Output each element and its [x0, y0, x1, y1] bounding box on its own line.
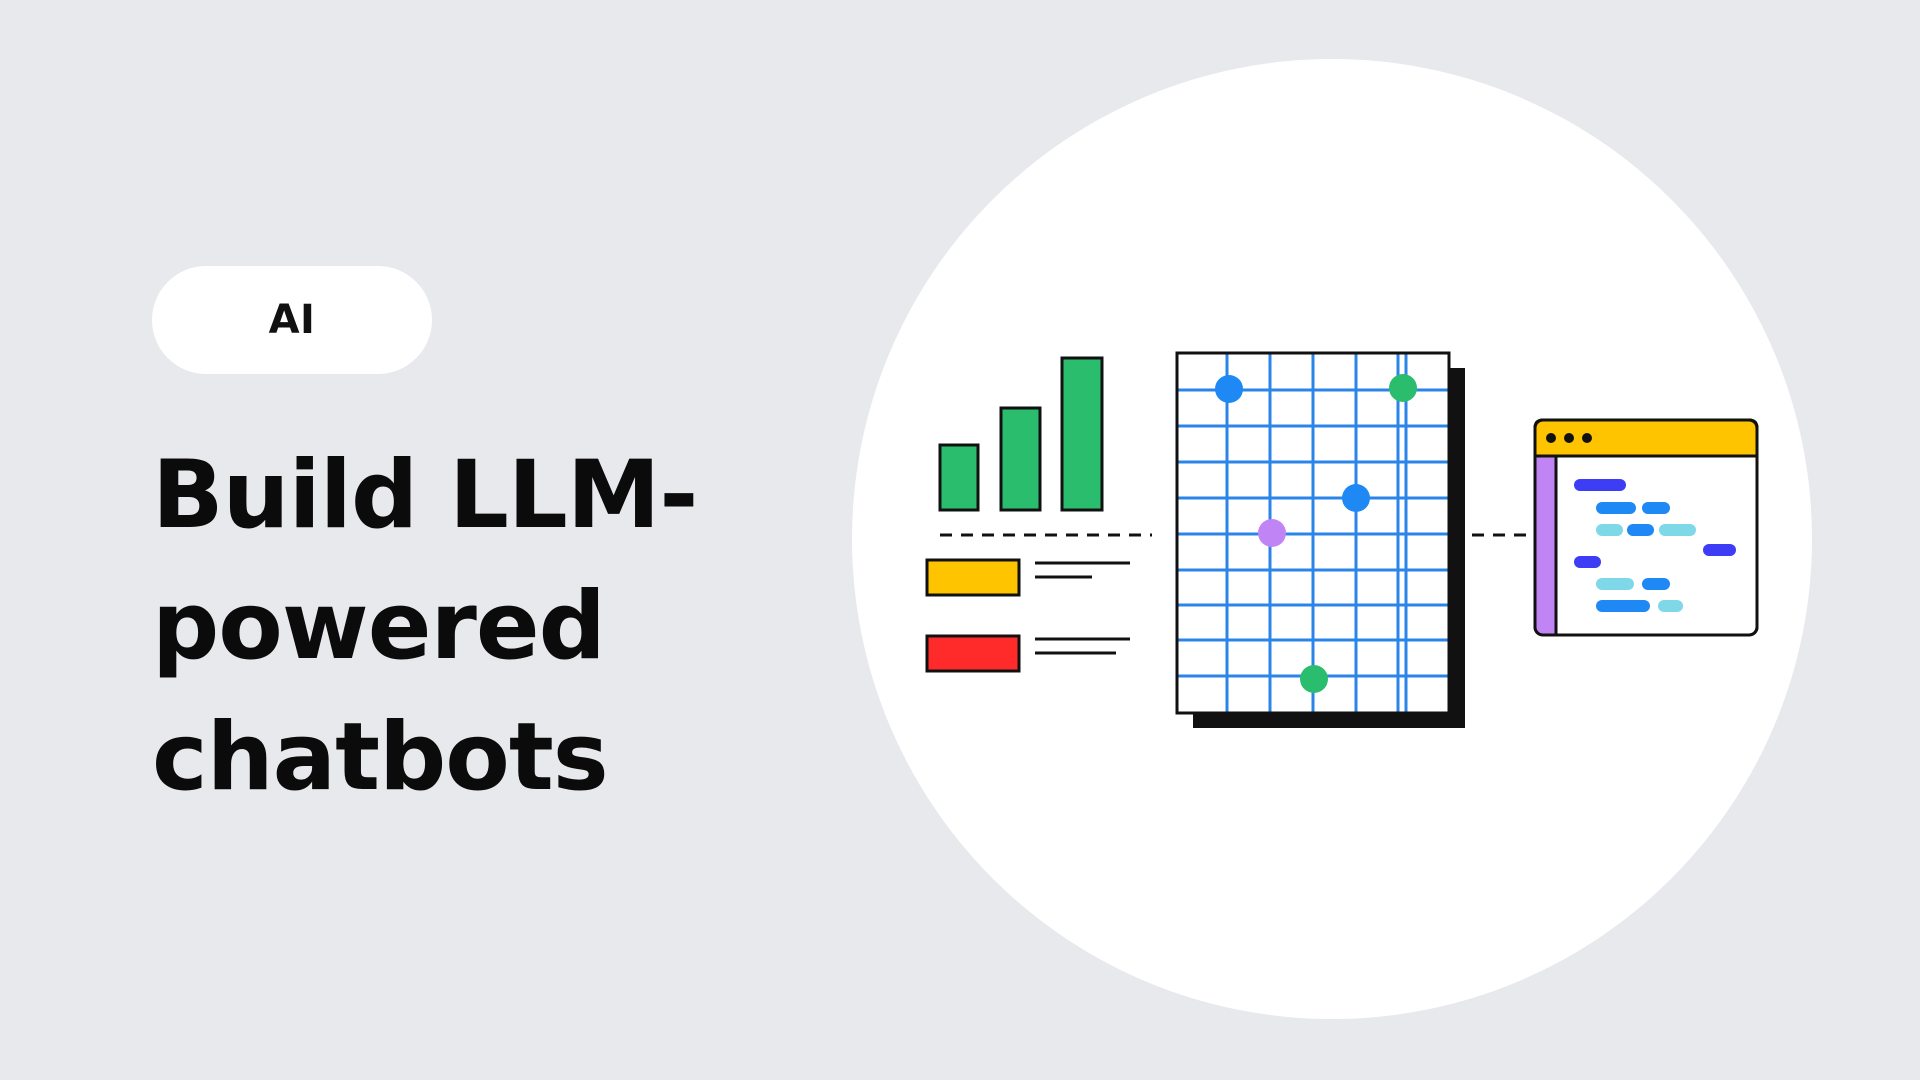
- legend-icon: [925, 558, 1130, 673]
- title-line-2: powered: [152, 572, 606, 681]
- dot-blue-1: [1215, 375, 1243, 403]
- dot-green-2: [1300, 665, 1328, 693]
- legend-swatch-yellow: [925, 558, 1021, 597]
- code-window-sidebar: [1536, 457, 1556, 634]
- title-line-3: chatbots: [152, 703, 609, 812]
- code-window-icon: [1533, 418, 1759, 637]
- title-line-1: Build LLM-: [152, 441, 698, 550]
- scatter-grid-icon: [1175, 351, 1465, 728]
- dot-blue-2: [1342, 484, 1370, 512]
- topic-badge-label: AI: [268, 297, 316, 343]
- bar-medium: [999, 406, 1042, 512]
- dot-purple: [1258, 519, 1286, 547]
- page-title: Build LLM- powered chatbots: [152, 430, 752, 823]
- legend-swatch-red: [925, 634, 1021, 673]
- topic-badge: AI: [152, 266, 432, 374]
- dot-green-1: [1389, 374, 1417, 402]
- bar-chart-icon: [938, 356, 1104, 512]
- bar-small: [938, 443, 980, 512]
- bar-large: [1060, 356, 1104, 512]
